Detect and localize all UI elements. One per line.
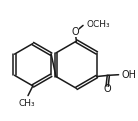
Text: OH: OH [122,70,137,80]
Text: OCH₃: OCH₃ [86,20,110,29]
Text: CH₃: CH₃ [18,99,35,108]
Text: O: O [71,27,79,37]
Text: O: O [103,84,111,94]
